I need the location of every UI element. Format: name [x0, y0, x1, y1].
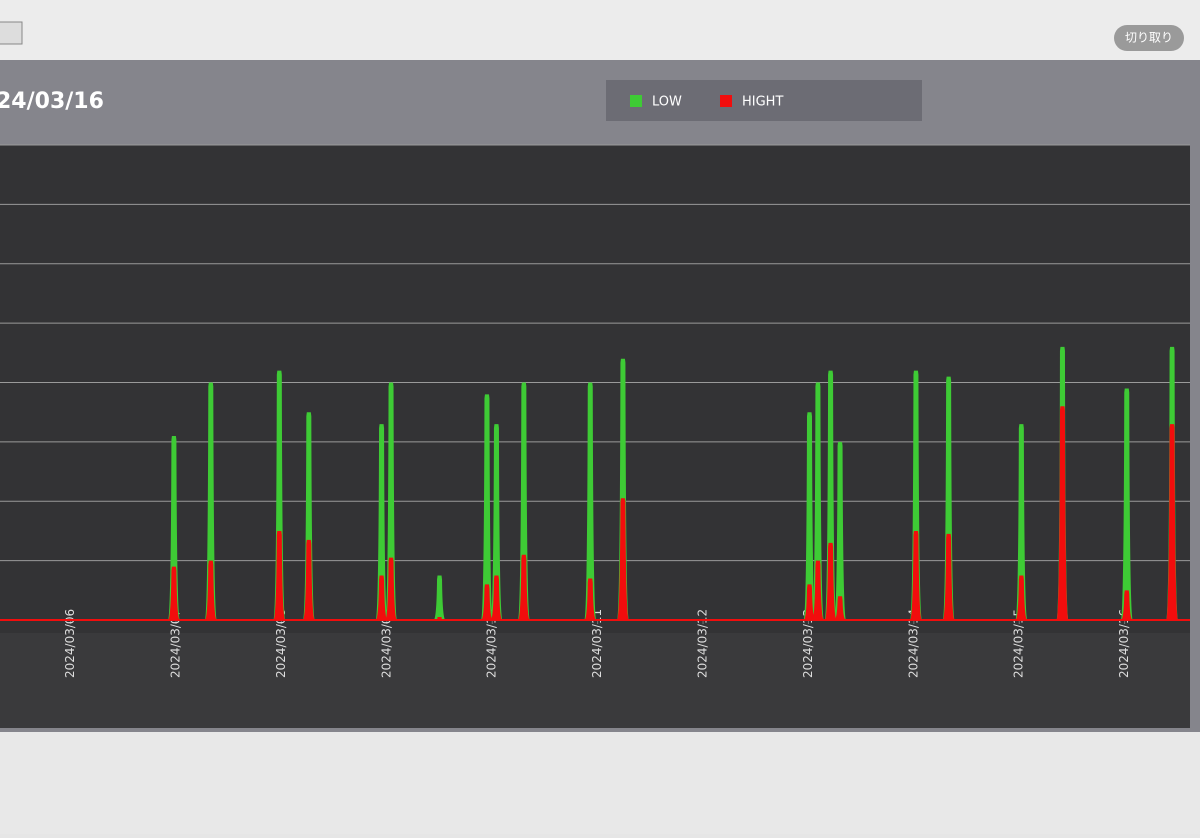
- x-tick-label: 2024/03/16: [1117, 609, 1131, 678]
- spike: [803, 584, 816, 620]
- spike: [273, 530, 286, 620]
- spike: [1120, 388, 1133, 620]
- spike: [834, 441, 847, 620]
- legend-swatch: [630, 95, 642, 107]
- spike: [834, 596, 847, 620]
- x-tick-label: 2024/03/07: [169, 609, 183, 678]
- spike: [167, 435, 180, 620]
- spike: [204, 560, 217, 620]
- spike: [167, 566, 180, 620]
- date-title: 24/03/16: [0, 89, 104, 114]
- spike: [433, 575, 446, 620]
- legend-label: HIGHT: [742, 95, 783, 110]
- spike: [1015, 424, 1028, 620]
- spike: [803, 412, 816, 620]
- spike: [385, 557, 398, 620]
- spike: [385, 382, 398, 620]
- spike: [824, 542, 837, 620]
- plot-area: [0, 145, 1190, 633]
- spike: [616, 498, 629, 620]
- spike: [942, 533, 955, 620]
- spike: [1015, 575, 1028, 620]
- spike: [824, 370, 837, 620]
- legend-swatch: [720, 95, 732, 107]
- spike: [302, 412, 315, 620]
- spike: [375, 424, 388, 620]
- spike: [909, 370, 922, 620]
- x-tick-label: 2024/03/14: [906, 609, 920, 678]
- spike: [480, 584, 493, 620]
- x-tick-label: 2024/03/10: [485, 609, 499, 678]
- spike: [1120, 590, 1133, 620]
- spike: [490, 575, 503, 620]
- spike: [204, 382, 217, 620]
- x-tick-label: 2024/03/13: [801, 609, 815, 678]
- x-tick-label: 2024/03/15: [1012, 609, 1026, 678]
- spike: [1056, 406, 1069, 620]
- x-axis-area: [0, 633, 1190, 728]
- x-tick-label: 2024/03/11: [590, 609, 604, 678]
- cut-button[interactable]: [1114, 25, 1184, 51]
- spike: [584, 382, 597, 620]
- legend-label: LOW: [652, 95, 682, 110]
- spike: [490, 424, 503, 620]
- spike: [811, 560, 824, 620]
- x-tick-label: 2024/03/12: [696, 609, 710, 678]
- legend: [606, 80, 922, 121]
- spike: [584, 578, 597, 620]
- x-tick-label: 2024/03/09: [379, 609, 393, 678]
- spike: [517, 382, 530, 620]
- spike: [273, 370, 286, 620]
- x-tick-label: 2024/03/08: [274, 609, 288, 678]
- cut-button-label: 切り取り: [1125, 31, 1173, 45]
- footer: [0, 732, 1200, 834]
- x-tick-label: 2024/03/06: [63, 609, 77, 678]
- spike: [517, 554, 530, 620]
- spike: [302, 539, 315, 620]
- spike: [1166, 424, 1179, 620]
- toolbar: [0, 0, 1200, 60]
- spike: [616, 358, 629, 620]
- spike: [942, 376, 955, 620]
- spike: [375, 575, 388, 620]
- spike: [811, 382, 824, 620]
- spinner[interactable]: [0, 21, 23, 45]
- spike: [480, 394, 493, 620]
- spike: [909, 530, 922, 620]
